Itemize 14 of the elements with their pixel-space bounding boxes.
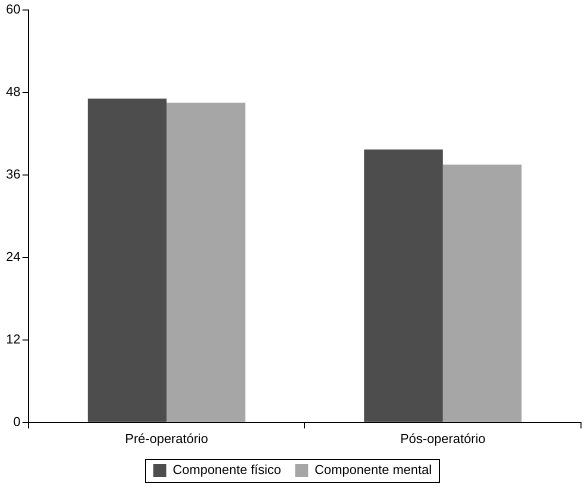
y-tick-label: 0 xyxy=(13,414,20,429)
y-tick-label: 12 xyxy=(6,332,20,346)
legend-label: Componente físico xyxy=(172,462,282,478)
y-tick-label: 48 xyxy=(6,84,20,100)
bar xyxy=(364,150,443,422)
legend-label: Componente mental xyxy=(314,462,432,478)
y-tick-label: 60 xyxy=(6,2,20,17)
bar xyxy=(166,102,246,422)
y-tick-label: 36 xyxy=(6,166,20,182)
bar xyxy=(442,164,522,422)
bar xyxy=(88,98,167,422)
x-tick-label: Pré-operatório xyxy=(125,430,208,446)
x-tick-label: Pós-operatório xyxy=(400,430,486,446)
y-tick-label: 24 xyxy=(6,249,20,264)
